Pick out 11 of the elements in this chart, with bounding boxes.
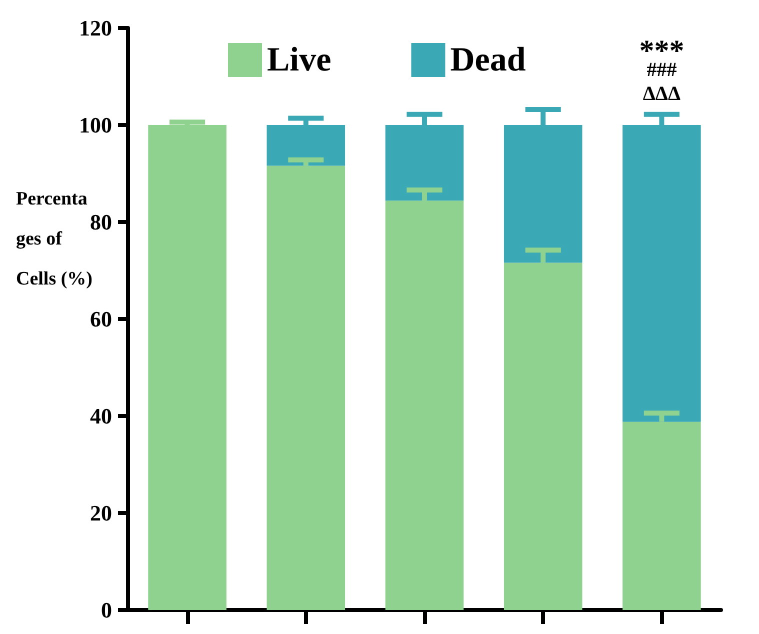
bar bbox=[266, 166, 346, 610]
y-tick-label: 40 bbox=[90, 404, 112, 428]
y-tick-label: 80 bbox=[90, 210, 112, 234]
y-tick-label: 0 bbox=[101, 598, 112, 622]
legend-label: Dead bbox=[450, 42, 526, 78]
annotation: ΔΔΔ bbox=[642, 83, 681, 105]
y-tick-label: 120 bbox=[79, 16, 112, 40]
y-tick-label: 20 bbox=[90, 500, 112, 526]
legend-label: Live bbox=[267, 42, 332, 78]
y-tick-label: 100 bbox=[79, 112, 112, 138]
y-tick-label: 60 bbox=[90, 306, 112, 332]
